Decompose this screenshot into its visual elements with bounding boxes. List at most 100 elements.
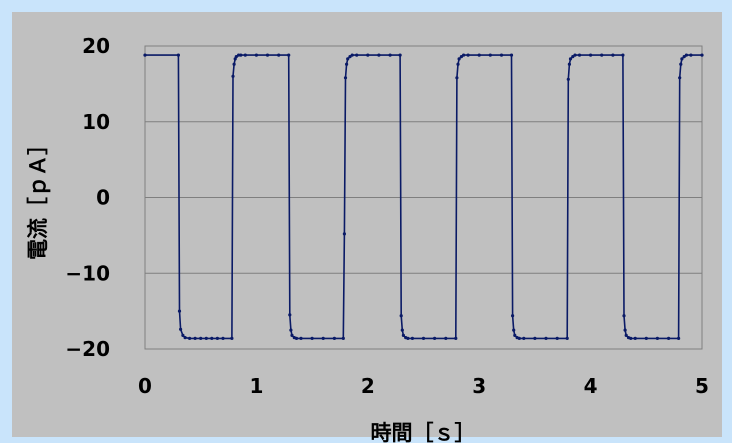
- data-point: [622, 314, 626, 318]
- data-point: [343, 76, 348, 80]
- data-point: [193, 336, 197, 340]
- data-point: [254, 53, 258, 57]
- data-point: [294, 336, 299, 340]
- data-point: [179, 327, 183, 331]
- data-point: [265, 53, 270, 57]
- data-point: [462, 53, 466, 57]
- data-point: [421, 336, 426, 340]
- x-axis-title: 時間［ｓ］: [371, 421, 476, 443]
- x-tick-label: 4: [584, 374, 598, 398]
- x-tick-label: 0: [138, 374, 152, 398]
- data-point: [621, 53, 625, 57]
- data-point: [513, 333, 517, 337]
- data-point: [288, 313, 292, 317]
- data-point: [188, 336, 192, 340]
- data-point: [341, 336, 345, 340]
- data-point: [573, 53, 577, 57]
- data-point: [644, 336, 648, 340]
- data-point: [199, 336, 203, 340]
- data-point: [488, 53, 492, 57]
- data-point: [633, 336, 637, 340]
- data-point: [287, 53, 291, 57]
- x-tick-label: 1: [249, 374, 263, 398]
- data-point: [210, 336, 214, 340]
- data-point: [457, 57, 461, 61]
- y-tick-label: 0: [96, 186, 110, 210]
- data-point: [517, 336, 521, 340]
- data-point: [466, 53, 470, 57]
- data-point: [677, 336, 681, 340]
- data-point: [509, 53, 514, 57]
- data-point: [512, 328, 516, 332]
- series-group: [143, 53, 704, 340]
- data-point: [454, 336, 458, 340]
- data-point: [239, 53, 243, 57]
- y-tick-label: 20: [82, 34, 110, 58]
- data-point: [589, 53, 593, 57]
- x-tick-labels: 0 1 2 3 4 5: [138, 374, 709, 398]
- y-axis-title: 電流［ｐＡ］: [26, 134, 51, 260]
- data-point: [533, 336, 537, 340]
- data-point: [321, 336, 325, 340]
- data-point: [346, 57, 350, 61]
- data-point: [544, 336, 548, 340]
- data-point: [230, 336, 234, 340]
- data-point: [477, 53, 481, 57]
- data-point: [624, 333, 628, 337]
- data-point: [456, 62, 460, 66]
- data-point: [566, 77, 570, 81]
- data-point: [499, 53, 504, 57]
- x-tick-label: 5: [695, 374, 709, 398]
- data-point: [277, 53, 281, 57]
- data-point: [232, 62, 236, 66]
- data-point: [611, 53, 615, 57]
- data-point: [243, 53, 247, 57]
- data-point: [143, 53, 147, 57]
- data-point: [568, 57, 573, 61]
- data-point: [342, 232, 346, 236]
- data-point: [433, 336, 437, 340]
- data-point: [577, 53, 582, 57]
- data-point: [401, 333, 405, 337]
- data-point: [623, 328, 627, 332]
- data-point: [565, 336, 569, 340]
- data-point: [234, 55, 238, 59]
- data-point: [345, 62, 349, 66]
- data-point: [176, 53, 180, 57]
- data-point: [355, 53, 359, 57]
- data-point: [350, 53, 354, 57]
- data-point: [684, 53, 689, 57]
- data-point: [567, 62, 572, 66]
- y-tick-label: −20: [65, 337, 110, 361]
- data-point: [332, 336, 336, 340]
- data-point: [510, 314, 515, 318]
- data-point: [455, 76, 459, 80]
- y-tick-label: −10: [65, 261, 110, 285]
- data-point: [629, 336, 633, 340]
- data-point: [410, 336, 414, 340]
- grid-lines: [145, 121, 702, 274]
- y-tick-label: 10: [82, 110, 110, 134]
- data-point: [680, 57, 684, 61]
- data-point: [555, 336, 559, 340]
- data-point: [237, 53, 241, 57]
- data-point: [406, 336, 410, 340]
- x-tick-label: 2: [361, 374, 375, 398]
- data-point: [400, 328, 404, 332]
- data-point: [679, 62, 683, 66]
- data-point: [522, 336, 526, 340]
- data-point: [600, 53, 604, 57]
- data-point: [183, 336, 187, 340]
- data-point: [215, 336, 219, 340]
- data-point: [444, 336, 448, 340]
- data-point: [700, 53, 704, 57]
- data-point: [388, 53, 392, 57]
- data-point: [290, 333, 294, 337]
- data-point: [377, 53, 381, 57]
- data-point: [204, 336, 208, 340]
- data-point: [655, 336, 660, 340]
- data-point: [310, 336, 314, 340]
- data-point: [289, 328, 293, 332]
- data-point: [181, 333, 185, 337]
